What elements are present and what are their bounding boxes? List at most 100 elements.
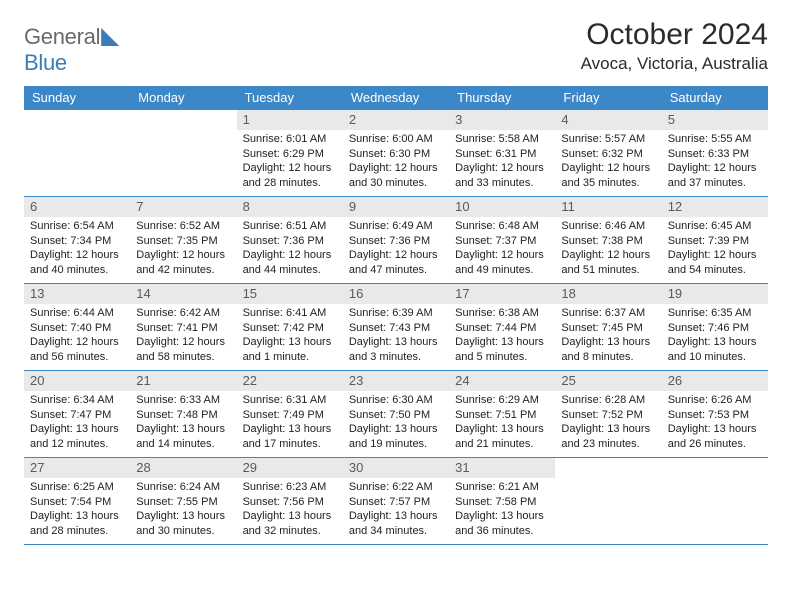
day-number: 9 [343,197,449,217]
day-cell: 1Sunrise: 6:01 AMSunset: 6:29 PMDaylight… [237,110,343,196]
day-cell: 18Sunrise: 6:37 AMSunset: 7:45 PMDayligh… [555,284,661,370]
info-line: and 28 minutes. [30,524,124,539]
info-line: Daylight: 13 hours [349,335,443,350]
info-line: Sunrise: 6:52 AM [136,219,230,234]
week-row: 20Sunrise: 6:34 AMSunset: 7:47 PMDayligh… [24,371,768,458]
info-line: and 8 minutes. [561,350,655,365]
day-number: 3 [449,110,555,130]
day-info: Sunrise: 6:52 AMSunset: 7:35 PMDaylight:… [130,217,236,283]
info-line: Sunrise: 6:31 AM [243,393,337,408]
info-line: Sunset: 7:58 PM [455,495,549,510]
info-line: Sunrise: 6:24 AM [136,480,230,495]
info-line: Sunset: 7:44 PM [455,321,549,336]
day-info: Sunrise: 6:23 AMSunset: 7:56 PMDaylight:… [237,478,343,544]
info-line: Sunset: 6:29 PM [243,147,337,162]
info-line: Sunset: 7:46 PM [668,321,762,336]
day-cell: 23Sunrise: 6:30 AMSunset: 7:50 PMDayligh… [343,371,449,457]
day-number [130,110,236,115]
info-line: Sunset: 7:52 PM [561,408,655,423]
day-number: 28 [130,458,236,478]
day-info: Sunrise: 6:44 AMSunset: 7:40 PMDaylight:… [24,304,130,370]
info-line: Sunset: 6:30 PM [349,147,443,162]
day-number: 18 [555,284,661,304]
day-header: Monday [130,86,236,110]
day-number [662,458,768,463]
day-number: 4 [555,110,661,130]
info-line: Sunrise: 6:28 AM [561,393,655,408]
info-line: Daylight: 13 hours [668,422,762,437]
info-line: Daylight: 12 hours [668,248,762,263]
day-number: 7 [130,197,236,217]
day-cell: 25Sunrise: 6:28 AMSunset: 7:52 PMDayligh… [555,371,661,457]
info-line: Sunrise: 6:01 AM [243,132,337,147]
info-line: Sunrise: 6:42 AM [136,306,230,321]
info-line: and 14 minutes. [136,437,230,452]
info-line: Sunrise: 6:34 AM [30,393,124,408]
day-number: 10 [449,197,555,217]
day-number: 11 [555,197,661,217]
info-line: Daylight: 12 hours [349,248,443,263]
day-cell: 26Sunrise: 6:26 AMSunset: 7:53 PMDayligh… [662,371,768,457]
day-info: Sunrise: 6:22 AMSunset: 7:57 PMDaylight:… [343,478,449,544]
day-number: 17 [449,284,555,304]
day-number: 26 [662,371,768,391]
info-line: Sunset: 7:56 PM [243,495,337,510]
info-line: Daylight: 12 hours [30,248,124,263]
weeks-container: 1 Sunrise: 6:01 AMSunset: 6:29 PM Daylight… [24,110,768,545]
logo-part1: General [24,24,100,49]
day-info: Sunrise: 5:57 AMSunset: 6:32 PMDaylight:… [555,130,661,196]
info-line: and 30 minutes. [349,176,443,191]
info-line: and 34 minutes. [349,524,443,539]
day-cell: 4Sunrise: 5:57 AMSunset: 6:32 PMDaylight… [555,110,661,196]
info-line: Sunset: 6:33 PM [668,147,762,162]
day-cell: 27Sunrise: 6:25 AMSunset: 7:54 PMDayligh… [24,458,130,544]
day-info: Sunrise: 6:28 AMSunset: 7:52 PMDaylight:… [555,391,661,457]
day-info: Sunrise: 6:31 AMSunset: 7:49 PMDaylight:… [237,391,343,457]
info-line: and 10 minutes. [668,350,762,365]
day-number: 24 [449,371,555,391]
info-line: Daylight: 12 hours [561,248,655,263]
info-line: Sunrise: 6:22 AM [349,480,443,495]
info-line: Sunrise: 5:55 AM [668,132,762,147]
day-number [555,458,661,463]
info-line: Daylight: 13 hours [349,509,443,524]
week-row: 13Sunrise: 6:44 AMSunset: 7:40 PMDayligh… [24,284,768,371]
info-line: Sunset: 7:40 PM [30,321,124,336]
info-line: Daylight: 13 hours [561,335,655,350]
day-number: 1 [237,110,343,130]
day-header: Saturday [662,86,768,110]
day-info: Sunrise: 6:54 AMSunset: 7:34 PMDaylight:… [24,217,130,283]
day-cell: 9Sunrise: 6:49 AMSunset: 7:36 PMDaylight… [343,197,449,283]
info-line: Sunset: 7:36 PM [243,234,337,249]
day-number: 23 [343,371,449,391]
info-line: Sunrise: 6:51 AM [243,219,337,234]
day-cell: 7Sunrise: 6:52 AMSunset: 7:35 PMDaylight… [130,197,236,283]
info-line: and 40 minutes. [30,263,124,278]
location: Avoca, Victoria, Australia [581,54,768,74]
day-info: Sunrise: 6:33 AMSunset: 7:48 PMDaylight:… [130,391,236,457]
day-cell: 31Sunrise: 6:21 AMSunset: 7:58 PMDayligh… [449,458,555,544]
info-line: Daylight: 12 hours [136,335,230,350]
day-cell: 2Sunrise: 6:00 AMSunset: 6:30 PMDaylight… [343,110,449,196]
day-number: 30 [343,458,449,478]
day-info: Sunrise: 6:00 AMSunset: 6:30 PMDaylight:… [343,130,449,196]
day-number: 6 [24,197,130,217]
info-line: Sunrise: 6:54 AM [30,219,124,234]
info-line: Daylight: 13 hours [455,335,549,350]
info-line: and 32 minutes. [243,524,337,539]
info-line: Sunset: 7:39 PM [668,234,762,249]
info-line: and 1 minute. [243,350,337,365]
info-line: Daylight: 13 hours [349,422,443,437]
info-line: Sunrise: 6:49 AM [349,219,443,234]
day-info: Sunrise: 6:34 AMSunset: 7:47 PMDaylight:… [24,391,130,457]
day-cell: 5Sunrise: 5:55 AMSunset: 6:33 PMDaylight… [662,110,768,196]
info-line: and 30 minutes. [136,524,230,539]
info-line: Sunrise: 5:58 AM [455,132,549,147]
day-cell: 17Sunrise: 6:38 AMSunset: 7:44 PMDayligh… [449,284,555,370]
day-cell [24,110,130,196]
info-line: Daylight: 13 hours [455,422,549,437]
day-cell: 10Sunrise: 6:48 AMSunset: 7:37 PMDayligh… [449,197,555,283]
day-info: Sunrise: 6:39 AMSunset: 7:43 PMDaylight:… [343,304,449,370]
day-info: Sunrise: 6:29 AMSunset: 7:51 PMDaylight:… [449,391,555,457]
sail-icon [101,28,119,46]
